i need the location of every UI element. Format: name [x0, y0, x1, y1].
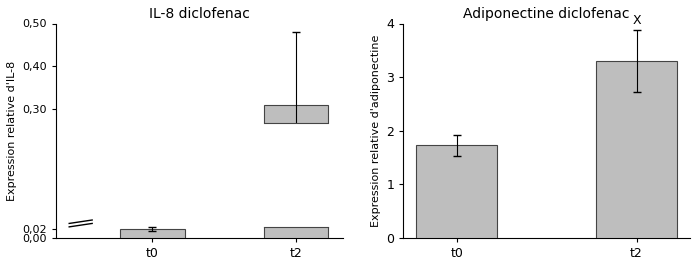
- Y-axis label: Expression relative d'IL-8: Expression relative d'IL-8: [7, 61, 17, 201]
- Title: Adiponectine diclofenac: Adiponectine diclofenac: [464, 7, 630, 21]
- Bar: [416, 145, 497, 238]
- Bar: [262, 123, 330, 227]
- Text: X: X: [632, 14, 641, 27]
- Y-axis label: Expression relative d'adiponectine: Expression relative d'adiponectine: [371, 34, 381, 227]
- Title: IL-8 diclofenac: IL-8 diclofenac: [149, 7, 250, 21]
- Bar: [264, 105, 328, 238]
- Bar: [596, 61, 677, 238]
- Bar: [120, 229, 185, 238]
